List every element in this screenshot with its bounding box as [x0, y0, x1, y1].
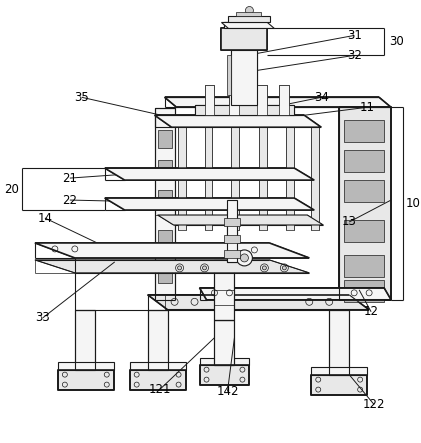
Polygon shape [205, 85, 214, 115]
Polygon shape [157, 130, 172, 148]
Text: 12: 12 [364, 305, 378, 318]
Polygon shape [157, 160, 172, 178]
Polygon shape [229, 85, 240, 115]
Polygon shape [155, 108, 175, 300]
Polygon shape [339, 107, 391, 300]
Polygon shape [286, 127, 294, 230]
Polygon shape [35, 260, 309, 273]
Polygon shape [224, 250, 240, 258]
Text: 122: 122 [363, 398, 385, 411]
Polygon shape [344, 150, 384, 172]
Polygon shape [259, 127, 267, 230]
Circle shape [178, 266, 181, 270]
Polygon shape [232, 127, 240, 230]
Polygon shape [311, 367, 367, 375]
Polygon shape [157, 265, 172, 283]
Polygon shape [148, 310, 168, 369]
Polygon shape [178, 127, 186, 230]
Text: 22: 22 [62, 194, 77, 206]
Circle shape [282, 266, 286, 270]
Polygon shape [232, 51, 257, 105]
Polygon shape [200, 358, 249, 365]
Circle shape [262, 266, 266, 270]
Polygon shape [257, 85, 267, 115]
Polygon shape [221, 23, 274, 28]
Polygon shape [105, 198, 314, 210]
Text: 33: 33 [35, 311, 50, 324]
Polygon shape [200, 365, 249, 385]
Text: 34: 34 [314, 91, 329, 104]
Polygon shape [344, 255, 384, 277]
Text: 21: 21 [62, 171, 77, 185]
Polygon shape [214, 260, 234, 320]
Polygon shape [224, 235, 240, 243]
Polygon shape [200, 288, 391, 300]
Polygon shape [195, 105, 294, 115]
Polygon shape [148, 295, 369, 310]
Polygon shape [130, 369, 186, 389]
Polygon shape [130, 361, 186, 369]
Text: 30: 30 [389, 35, 403, 48]
Text: 32: 32 [347, 49, 362, 62]
Text: 10: 10 [405, 197, 421, 210]
Text: 13: 13 [342, 215, 357, 229]
Polygon shape [224, 218, 240, 226]
Polygon shape [227, 55, 232, 95]
Polygon shape [280, 85, 289, 115]
Polygon shape [237, 12, 261, 16]
Polygon shape [344, 280, 384, 302]
Text: 20: 20 [5, 183, 19, 195]
Text: 142: 142 [216, 385, 239, 398]
Polygon shape [205, 127, 213, 230]
Polygon shape [105, 168, 314, 180]
Circle shape [245, 7, 253, 15]
Circle shape [203, 266, 207, 270]
Text: 121: 121 [148, 383, 171, 396]
Text: 11: 11 [360, 101, 375, 114]
Polygon shape [344, 220, 384, 242]
Circle shape [237, 250, 253, 266]
Text: 35: 35 [75, 91, 89, 104]
Polygon shape [75, 310, 95, 369]
Polygon shape [311, 375, 367, 395]
Polygon shape [214, 320, 234, 365]
Polygon shape [227, 200, 237, 262]
Polygon shape [329, 310, 349, 375]
Polygon shape [157, 230, 172, 248]
Polygon shape [58, 361, 114, 369]
Polygon shape [157, 190, 172, 208]
Polygon shape [58, 369, 114, 389]
Circle shape [240, 254, 248, 262]
Polygon shape [344, 120, 384, 142]
Polygon shape [311, 127, 319, 230]
Polygon shape [221, 28, 267, 51]
Polygon shape [165, 97, 391, 107]
Text: 14: 14 [37, 211, 52, 225]
Polygon shape [344, 180, 384, 202]
Polygon shape [157, 215, 323, 225]
Polygon shape [35, 243, 309, 258]
Polygon shape [224, 23, 264, 28]
Text: 31: 31 [347, 29, 362, 42]
Polygon shape [229, 16, 270, 23]
Polygon shape [155, 115, 321, 127]
